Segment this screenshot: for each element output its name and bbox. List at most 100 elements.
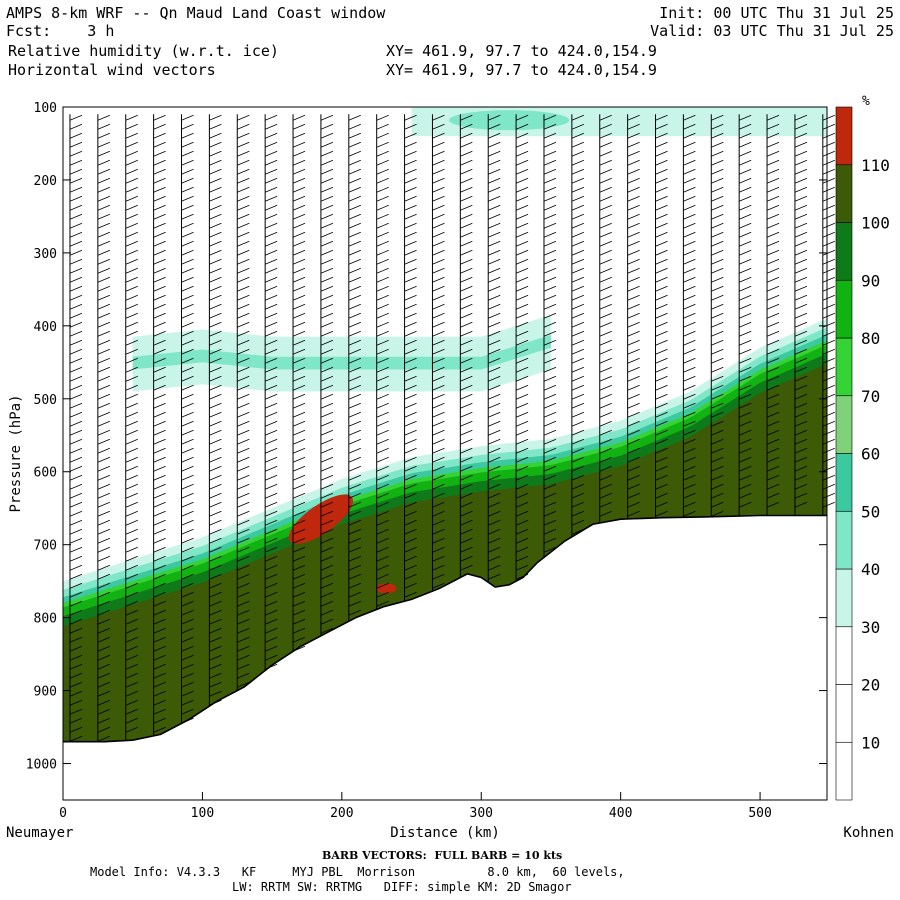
wind-barb — [153, 627, 166, 634]
wind-barb — [627, 330, 640, 337]
wind-barb — [543, 186, 557, 193]
wind-barb — [125, 465, 138, 472]
wind-barb — [627, 438, 640, 445]
wind-barb — [515, 177, 529, 184]
wind-barb — [432, 204, 445, 211]
wind-barb — [822, 249, 835, 256]
wind-barb — [794, 429, 808, 436]
wind-barb — [320, 375, 334, 382]
wind-barb — [711, 357, 724, 364]
wind-barb — [320, 186, 334, 193]
wind-barb — [571, 384, 585, 391]
wind-barb — [376, 429, 389, 436]
wind-barb — [181, 510, 194, 517]
wind-barb — [209, 690, 222, 697]
wind-barb — [460, 168, 473, 175]
wind-barb — [209, 177, 222, 184]
wind-barb — [683, 420, 696, 427]
wind-barb — [97, 618, 111, 625]
wind-barb — [627, 294, 640, 301]
wind-barb — [739, 501, 752, 508]
wind-barb — [97, 663, 111, 670]
wind-barb — [69, 186, 83, 193]
wind-barb — [655, 150, 668, 157]
wind-barb — [488, 321, 501, 328]
wind-barb — [822, 267, 835, 274]
wind-barb — [543, 303, 557, 310]
wind-barb — [822, 474, 835, 481]
wind-barb — [237, 213, 250, 220]
wind-barb — [683, 240, 696, 247]
wind-barb — [97, 582, 111, 589]
wind-barb — [739, 384, 752, 391]
wind-barb — [348, 276, 361, 283]
wind-barb — [432, 465, 445, 472]
wind-barb — [69, 195, 83, 202]
wind-barb — [627, 420, 640, 427]
wind-barb — [153, 204, 166, 211]
wind-barb — [571, 231, 585, 238]
wind-barb — [348, 348, 361, 355]
wind-barb — [125, 258, 138, 265]
wind-barb — [683, 438, 696, 445]
colorbar-swatch — [835, 568, 853, 628]
wind-barb — [292, 591, 306, 598]
wind-barb — [125, 159, 138, 166]
wind-barb — [237, 222, 250, 229]
wind-barb — [822, 186, 835, 193]
wind-barb — [460, 384, 473, 391]
wind-barb — [404, 222, 417, 229]
colorbar-tick-label: 90 — [861, 271, 880, 290]
wind-barb — [404, 501, 417, 508]
wind-barb — [432, 132, 445, 139]
wind-barb — [711, 231, 724, 238]
wind-barb — [264, 114, 278, 121]
wind-barb — [125, 321, 138, 328]
colorbar-swatch — [835, 741, 853, 801]
wind-barb — [264, 357, 278, 364]
wind-barb — [209, 456, 222, 463]
wind-barb — [627, 366, 640, 373]
wind-barb — [432, 384, 445, 391]
wind-barb — [543, 249, 557, 256]
wind-barb — [404, 330, 417, 337]
wind-barb — [432, 303, 445, 310]
wind-barb — [153, 591, 166, 598]
wind-barb — [404, 393, 417, 400]
wind-barb — [209, 285, 222, 292]
wind-barb — [69, 474, 83, 481]
wind-barb — [264, 528, 278, 535]
wind-barb — [683, 321, 696, 328]
wind-barb — [794, 285, 808, 292]
wind-barb — [69, 726, 83, 733]
wind-barb — [432, 447, 445, 454]
wind-barb — [69, 249, 83, 256]
wind-barb — [627, 276, 640, 283]
wind-barb — [515, 537, 529, 544]
wind-barb — [488, 465, 501, 472]
wind-barb — [739, 402, 752, 409]
wind-barb — [237, 366, 250, 373]
wind-barb — [794, 114, 808, 121]
wind-barb — [739, 303, 752, 310]
wind-barb — [153, 195, 166, 202]
wind-barb — [571, 465, 585, 472]
wind-barb — [69, 303, 83, 310]
wind-barb — [599, 438, 612, 445]
wind-barb — [655, 114, 668, 121]
wind-barb — [599, 366, 612, 373]
wind-barb — [460, 483, 473, 490]
wind-barb — [404, 276, 417, 283]
wind-barb — [153, 276, 166, 283]
wind-barb — [153, 411, 166, 418]
wind-barb — [404, 213, 417, 220]
wind-barb — [627, 483, 640, 490]
wind-barb — [571, 339, 585, 346]
wind-barb — [376, 465, 389, 472]
wind-barb — [97, 249, 111, 256]
wind-barb — [97, 573, 111, 580]
wind-barb — [264, 654, 278, 661]
wind-barb — [264, 546, 278, 553]
wind-barb — [766, 276, 780, 283]
wind-barb — [822, 123, 835, 130]
